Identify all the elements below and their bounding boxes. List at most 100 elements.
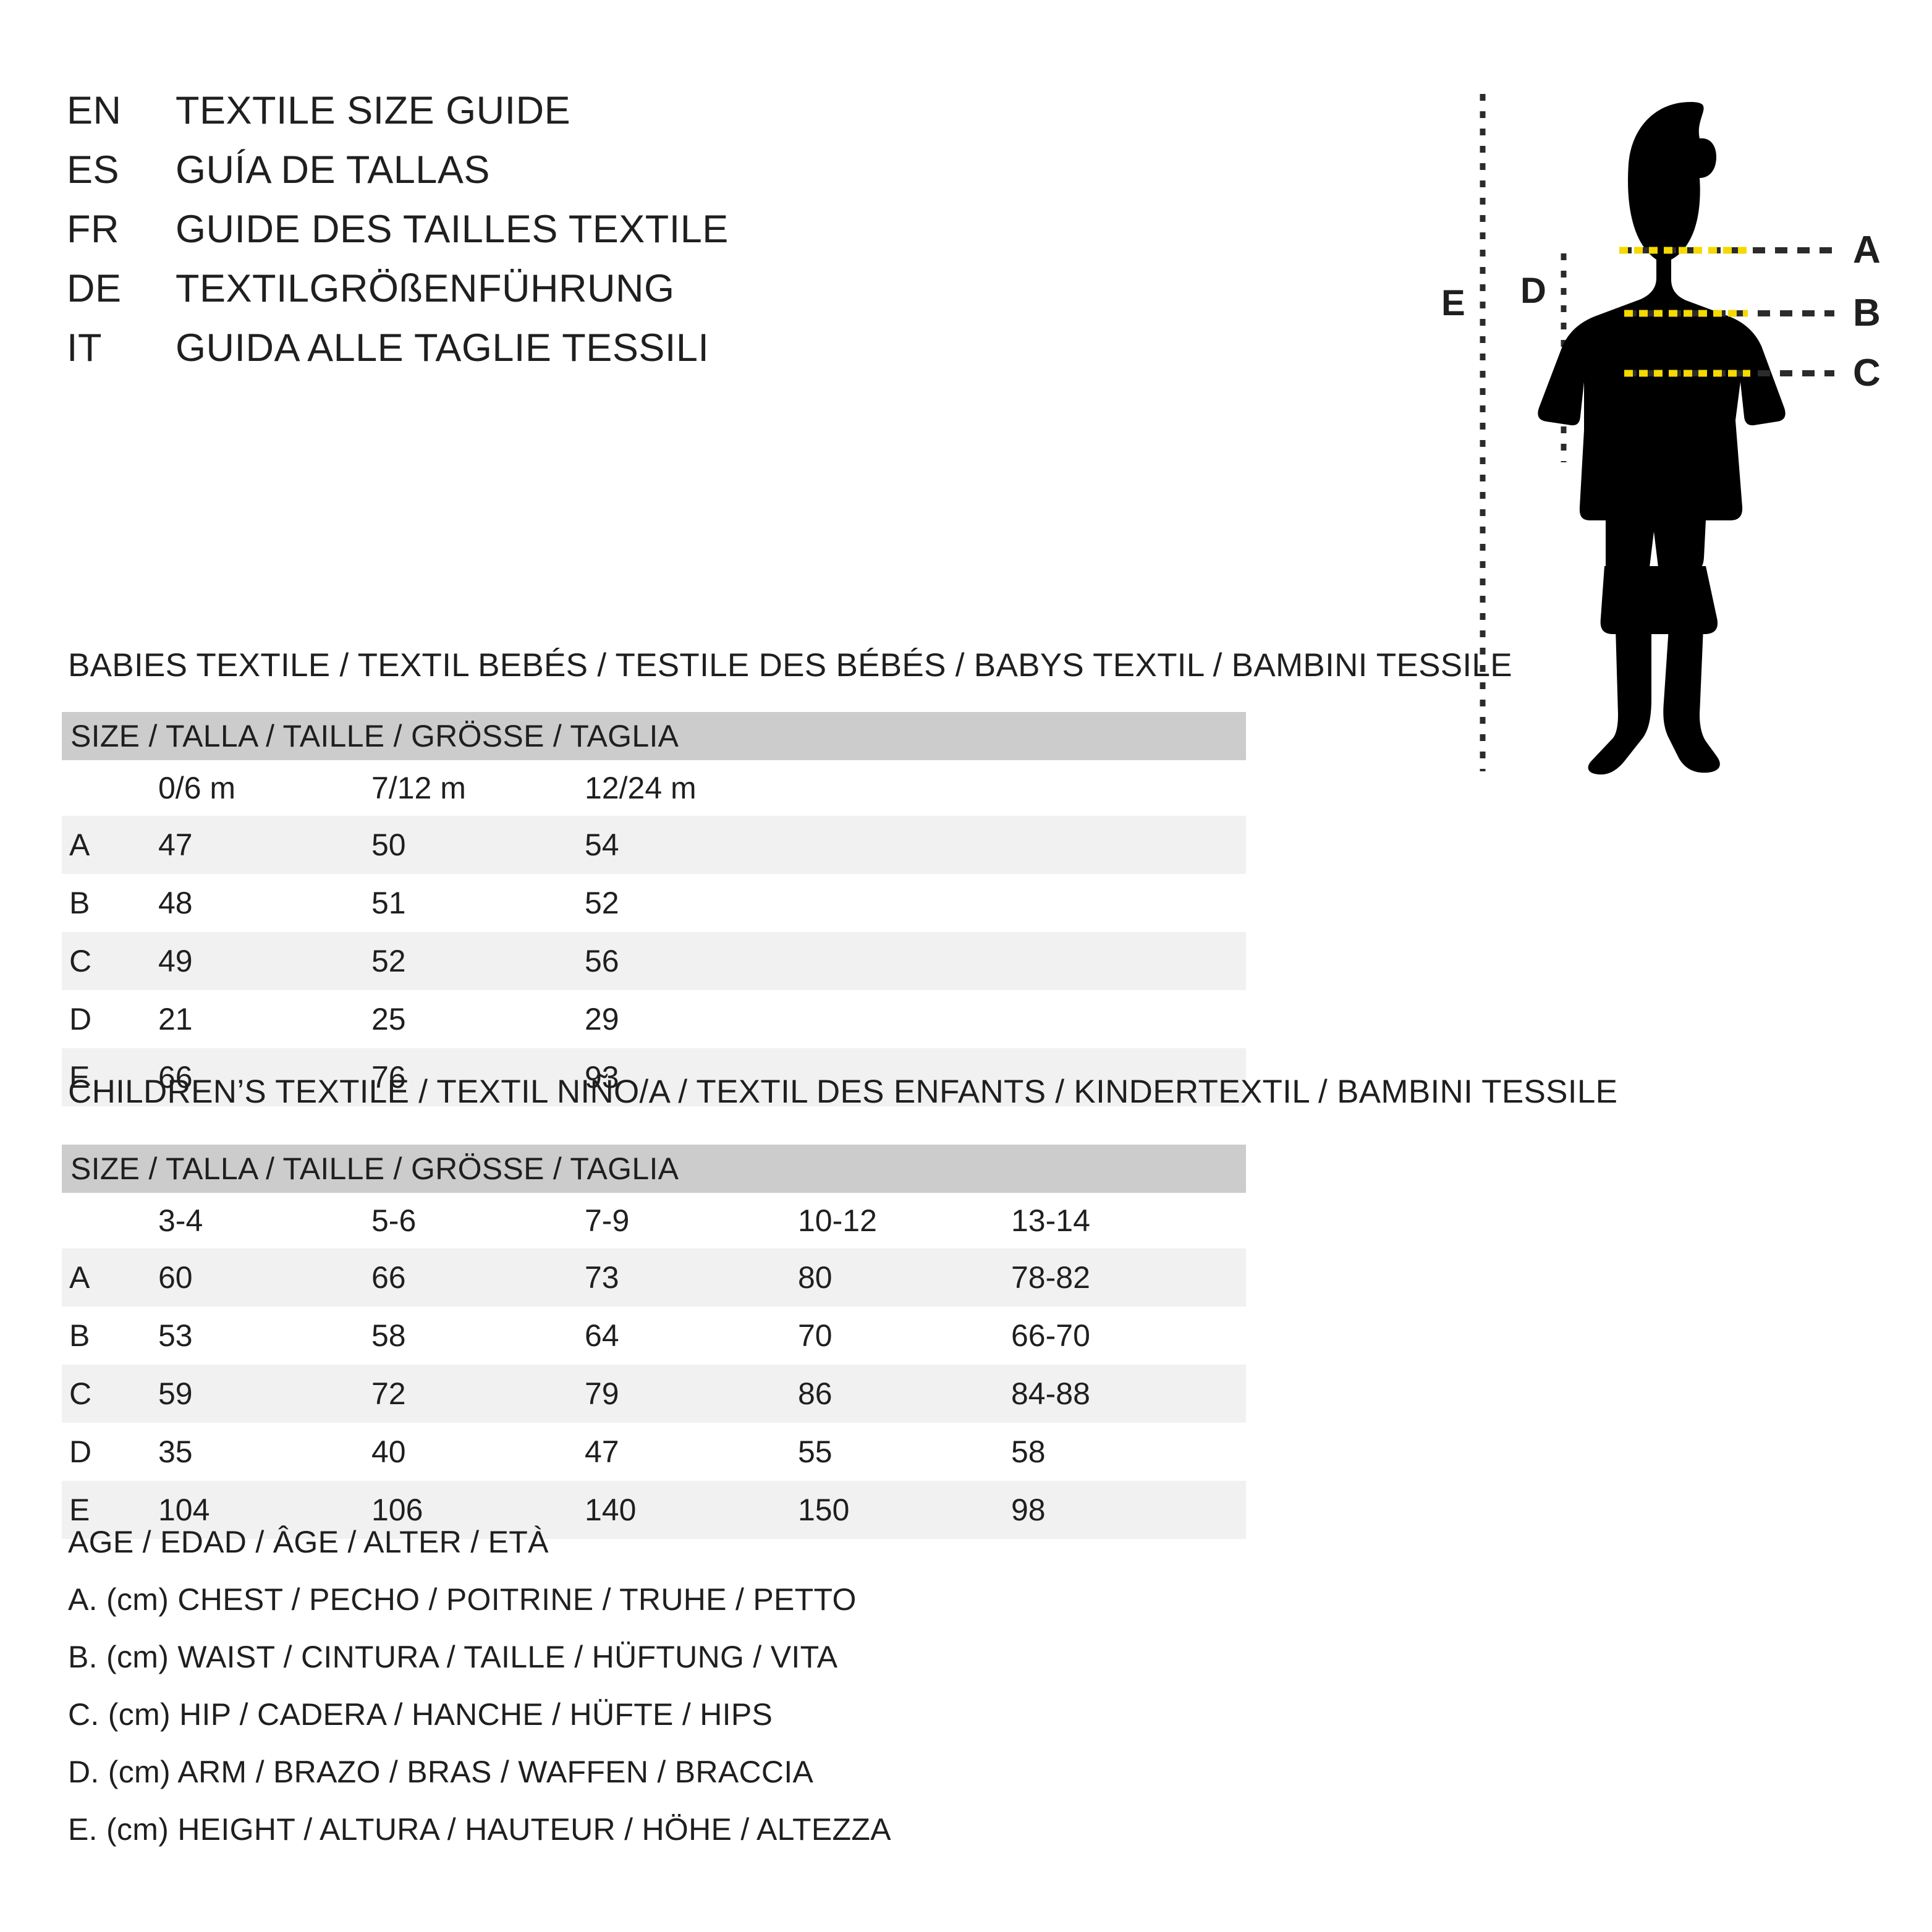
legend-line-age: AGE / EDAD / ÂGE / ALTER / ETÀ	[68, 1525, 549, 1559]
children-cell-d-2: 47	[585, 1434, 619, 1469]
children-cell-a-2: 73	[585, 1260, 619, 1295]
language-code-es: ES	[67, 148, 120, 192]
children-cell-e-3: 150	[798, 1493, 850, 1527]
babies-cell-b-0: 48	[158, 886, 193, 920]
measurement-legend: AGE / EDAD / ÂGE / ALTER / ETÀ A. (cm) C…	[68, 1524, 891, 1869]
children-cell-b-3: 70	[798, 1318, 833, 1353]
children-cell-e-2: 140	[585, 1493, 637, 1527]
babies-column-header-0: 0/6 m	[158, 771, 236, 805]
babies-cell-a-0: 47	[158, 828, 193, 862]
babies-cell-e-0: 66	[158, 1060, 193, 1095]
figure-label-e: E	[1441, 283, 1465, 323]
children-column-header-0: 3-4	[158, 1203, 203, 1238]
babies-cell-b-2: 52	[585, 886, 619, 920]
children-row-label-c: C	[69, 1376, 92, 1411]
babies-column-header-row: 0/6 m 7/12 m 12/24 m	[62, 760, 1246, 816]
language-title-es: GUÍA DE TALLAS	[176, 148, 490, 192]
babies-cell-d-2: 29	[585, 1002, 619, 1036]
legend-line-a-chest: A. (cm) CHEST / PECHO / POITRINE / TRUHE…	[68, 1582, 857, 1617]
children-column-header-3: 10-12	[798, 1203, 877, 1238]
babies-cell-e-2: 93	[585, 1060, 619, 1095]
babies-size-header-bar: SIZE / TALLA / TAILLE / GRÖSSE / TAGLIA	[62, 712, 1246, 760]
language-code-fr: FR	[67, 208, 119, 251]
children-cell-e-4: 98	[1011, 1493, 1046, 1527]
language-title-de: TEXTILGRÖßENFÜHRUNG	[176, 267, 675, 310]
babies-section-title: BABIES TEXTILE / TEXTIL BEBÉS / TESTILE …	[68, 647, 1512, 684]
children-size-table: SIZE / TALLA / TAILLE / GRÖSSE / TAGLIA …	[62, 1145, 1246, 1539]
table-row: C 49 52 56	[62, 932, 1246, 990]
table-row: B 48 51 52	[62, 874, 1246, 932]
children-cell-b-4: 66-70	[1011, 1318, 1090, 1353]
children-cell-b-1: 58	[371, 1318, 406, 1353]
children-cell-a-1: 66	[371, 1260, 406, 1295]
child-silhouette-icon	[1538, 102, 1786, 775]
language-code-it: IT	[67, 326, 102, 370]
children-column-header-4: 13-14	[1011, 1203, 1090, 1238]
babies-row-label-d: D	[69, 1002, 92, 1036]
table-row: E 66 76 93	[62, 1048, 1246, 1106]
children-row-label-a: A	[69, 1260, 90, 1295]
figure-label-c: C	[1853, 352, 1881, 394]
language-row-en: EN TEXTILE SIZE GUIDE	[67, 91, 932, 151]
measurement-figure: A B C D E	[1409, 74, 1916, 791]
babies-cell-c-1: 52	[371, 944, 406, 978]
babies-cell-b-1: 51	[371, 886, 406, 920]
children-cell-a-0: 60	[158, 1260, 193, 1295]
table-row: C 59 72 79 86 84-88	[62, 1365, 1246, 1423]
figure-label-d: D	[1520, 271, 1546, 311]
children-cell-e-0: 104	[158, 1493, 210, 1527]
table-row: D 21 25 29	[62, 990, 1246, 1048]
language-row-it: IT GUIDA ALLE TAGLIE TESSILI	[67, 329, 932, 388]
children-cell-b-0: 53	[158, 1318, 193, 1353]
children-cell-d-4: 58	[1011, 1434, 1046, 1469]
babies-column-header-1: 7/12 m	[371, 771, 466, 805]
table-row: D 35 40 47 55 58	[62, 1423, 1246, 1481]
babies-cell-a-2: 54	[585, 828, 619, 862]
language-title-en: TEXTILE SIZE GUIDE	[176, 89, 571, 132]
children-row-label-e: E	[69, 1493, 90, 1527]
babies-row-label-a: A	[69, 828, 90, 862]
language-title-block: EN TEXTILE SIZE GUIDE ES GUÍA DE TALLAS …	[67, 91, 932, 388]
language-row-es: ES GUÍA DE TALLAS	[67, 151, 932, 210]
language-row-fr: FR GUIDE DES TAILLES TEXTILE	[67, 210, 932, 269]
babies-cell-e-1: 76	[371, 1060, 406, 1095]
table-row: B 53 58 64 70 66-70	[62, 1307, 1246, 1365]
table-row: A 60 66 73 80 78-82	[62, 1248, 1246, 1307]
babies-row-label-e: E	[69, 1060, 90, 1095]
children-row-label-d: D	[69, 1434, 92, 1469]
babies-cell-c-2: 56	[585, 944, 619, 978]
table-row: E 104 106 140 150 98	[62, 1481, 1246, 1539]
children-column-header-1: 5-6	[371, 1203, 417, 1238]
babies-column-header-2: 12/24 m	[585, 771, 697, 805]
figure-label-b: B	[1853, 292, 1881, 334]
children-cell-d-0: 35	[158, 1434, 193, 1469]
babies-cell-a-1: 50	[371, 828, 406, 862]
babies-cell-c-0: 49	[158, 944, 193, 978]
children-cell-c-4: 84-88	[1011, 1376, 1090, 1411]
children-size-header-label: SIZE / TALLA / TAILLE / GRÖSSE / TAGLIA	[70, 1151, 679, 1186]
children-cell-a-3: 80	[798, 1260, 833, 1295]
children-column-header-row: 3-4 5-6 7-9 10-12 13-14	[62, 1193, 1246, 1248]
babies-cell-d-1: 25	[371, 1002, 406, 1036]
legend-line-c-hip: C. (cm) HIP / CADERA / HANCHE / HÜFTE / …	[68, 1697, 773, 1732]
children-size-header-bar: SIZE / TALLA / TAILLE / GRÖSSE / TAGLIA	[62, 1145, 1246, 1193]
babies-size-table: SIZE / TALLA / TAILLE / GRÖSSE / TAGLIA …	[62, 712, 1246, 1106]
babies-size-header-label: SIZE / TALLA / TAILLE / GRÖSSE / TAGLIA	[70, 719, 679, 753]
figure-label-a: A	[1853, 229, 1881, 271]
babies-row-label-b: B	[69, 886, 90, 920]
children-cell-c-3: 86	[798, 1376, 833, 1411]
children-cell-e-1: 106	[371, 1493, 423, 1527]
babies-row-label-c: C	[69, 944, 92, 978]
children-cell-c-1: 72	[371, 1376, 406, 1411]
children-section-title: CHILDREN’S TEXTILE / TEXTIL NIÑO/A / TEX…	[68, 1074, 1618, 1110]
children-column-header-2: 7-9	[585, 1203, 630, 1238]
language-row-de: DE TEXTILGRÖßENFÜHRUNG	[67, 269, 932, 329]
children-cell-c-2: 79	[585, 1376, 619, 1411]
legend-line-b-waist: B. (cm) WAIST / CINTURA / TAILLE / HÜFTU…	[68, 1640, 838, 1674]
children-cell-b-2: 64	[585, 1318, 619, 1353]
legend-line-e-height: E. (cm) HEIGHT / ALTURA / HAUTEUR / HÖHE…	[68, 1812, 891, 1847]
children-cell-c-0: 59	[158, 1376, 193, 1411]
language-code-de: DE	[67, 267, 122, 310]
babies-cell-d-0: 21	[158, 1002, 193, 1036]
